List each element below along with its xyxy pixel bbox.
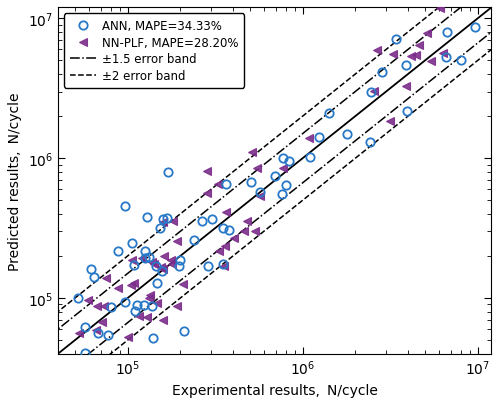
NN-PLF, MAPE=28.20% (436, 0, 442, 5)
ANN, MAPE=34.33% (72, 366, 78, 371)
NN-PLF, MAPE=28.20% (160, 220, 166, 225)
Legend: ANN, MAPE=34.33%, NN-PLF, MAPE=28.20%, ±1.5 error band, ±2 error band: ANN, MAPE=34.33%, NN-PLF, MAPE=28.20%, ±… (64, 14, 244, 88)
ANN, MAPE=34.33% (223, 182, 229, 187)
ANN, MAPE=34.33% (158, 226, 164, 230)
Y-axis label: Predicted results,  N/cycle: Predicted results, N/cycle (8, 92, 22, 270)
Line: ANN, MAPE=34.33%: ANN, MAPE=34.33% (72, 0, 480, 373)
NN-PLF, MAPE=28.20% (413, 54, 419, 59)
ANN, MAPE=34.33% (132, 309, 138, 314)
NN-PLF, MAPE=28.20% (250, 150, 256, 155)
NN-PLF, MAPE=28.20% (224, 210, 230, 215)
Line: NN-PLF, MAPE=28.20%: NN-PLF, MAPE=28.20% (75, 0, 448, 405)
NN-PLF, MAPE=28.20% (254, 166, 260, 171)
NN-PLF, MAPE=28.20% (94, 304, 100, 309)
ANN, MAPE=34.33% (220, 262, 226, 267)
ANN, MAPE=34.33% (465, 0, 471, 2)
NN-PLF, MAPE=28.20% (204, 169, 210, 174)
NN-PLF, MAPE=28.20% (437, 7, 443, 12)
ANN, MAPE=34.33% (114, 249, 120, 254)
ANN, MAPE=34.33% (199, 220, 205, 224)
X-axis label: Experimental results,  N/cycle: Experimental results, N/cycle (172, 383, 378, 396)
ANN, MAPE=34.33% (176, 258, 182, 262)
ANN, MAPE=34.33% (129, 241, 135, 245)
